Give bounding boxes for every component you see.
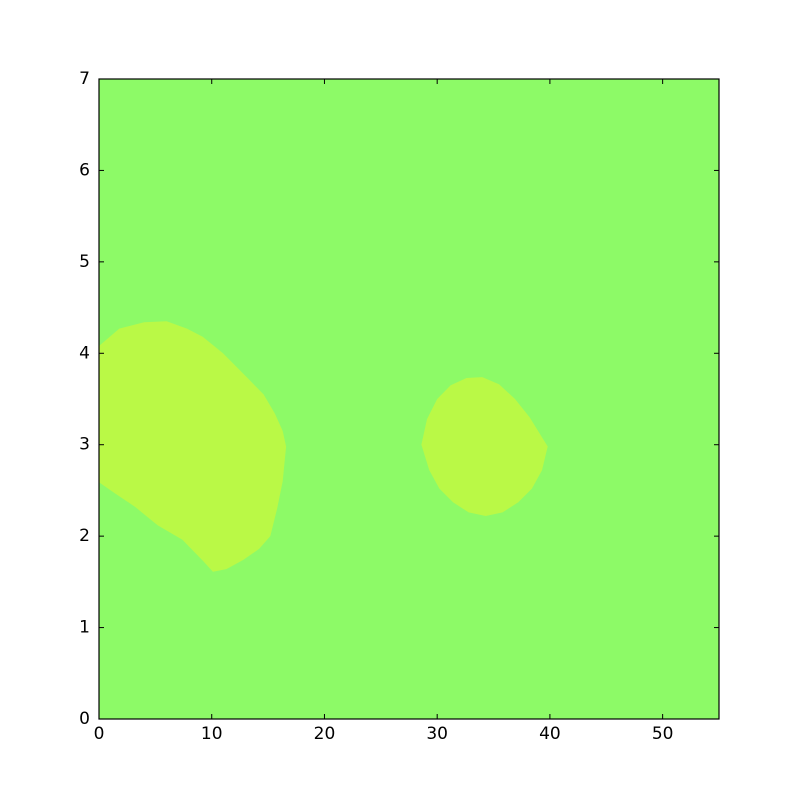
axes-spines xyxy=(98,78,720,720)
x-tick-label: 50 xyxy=(652,724,674,744)
x-tick-label: 10 xyxy=(201,724,223,744)
y-tick-label: 0 xyxy=(79,709,90,729)
x-tick-label: 20 xyxy=(314,724,336,744)
y-tick-label: 5 xyxy=(79,252,90,272)
x-tick-label: 0 xyxy=(94,724,105,744)
contour-region-left-blob xyxy=(99,321,287,572)
y-tick-label: 7 xyxy=(79,69,90,89)
y-tick-label: 1 xyxy=(79,618,90,638)
x-tick-label: 40 xyxy=(539,724,561,744)
contour-region-right-blob xyxy=(421,377,548,516)
y-tick-label: 3 xyxy=(79,435,90,455)
y-tick-label: 2 xyxy=(79,526,90,546)
y-tick-label: 4 xyxy=(79,343,90,363)
x-tick-label: 30 xyxy=(426,724,448,744)
y-tick-label: 6 xyxy=(79,160,90,180)
